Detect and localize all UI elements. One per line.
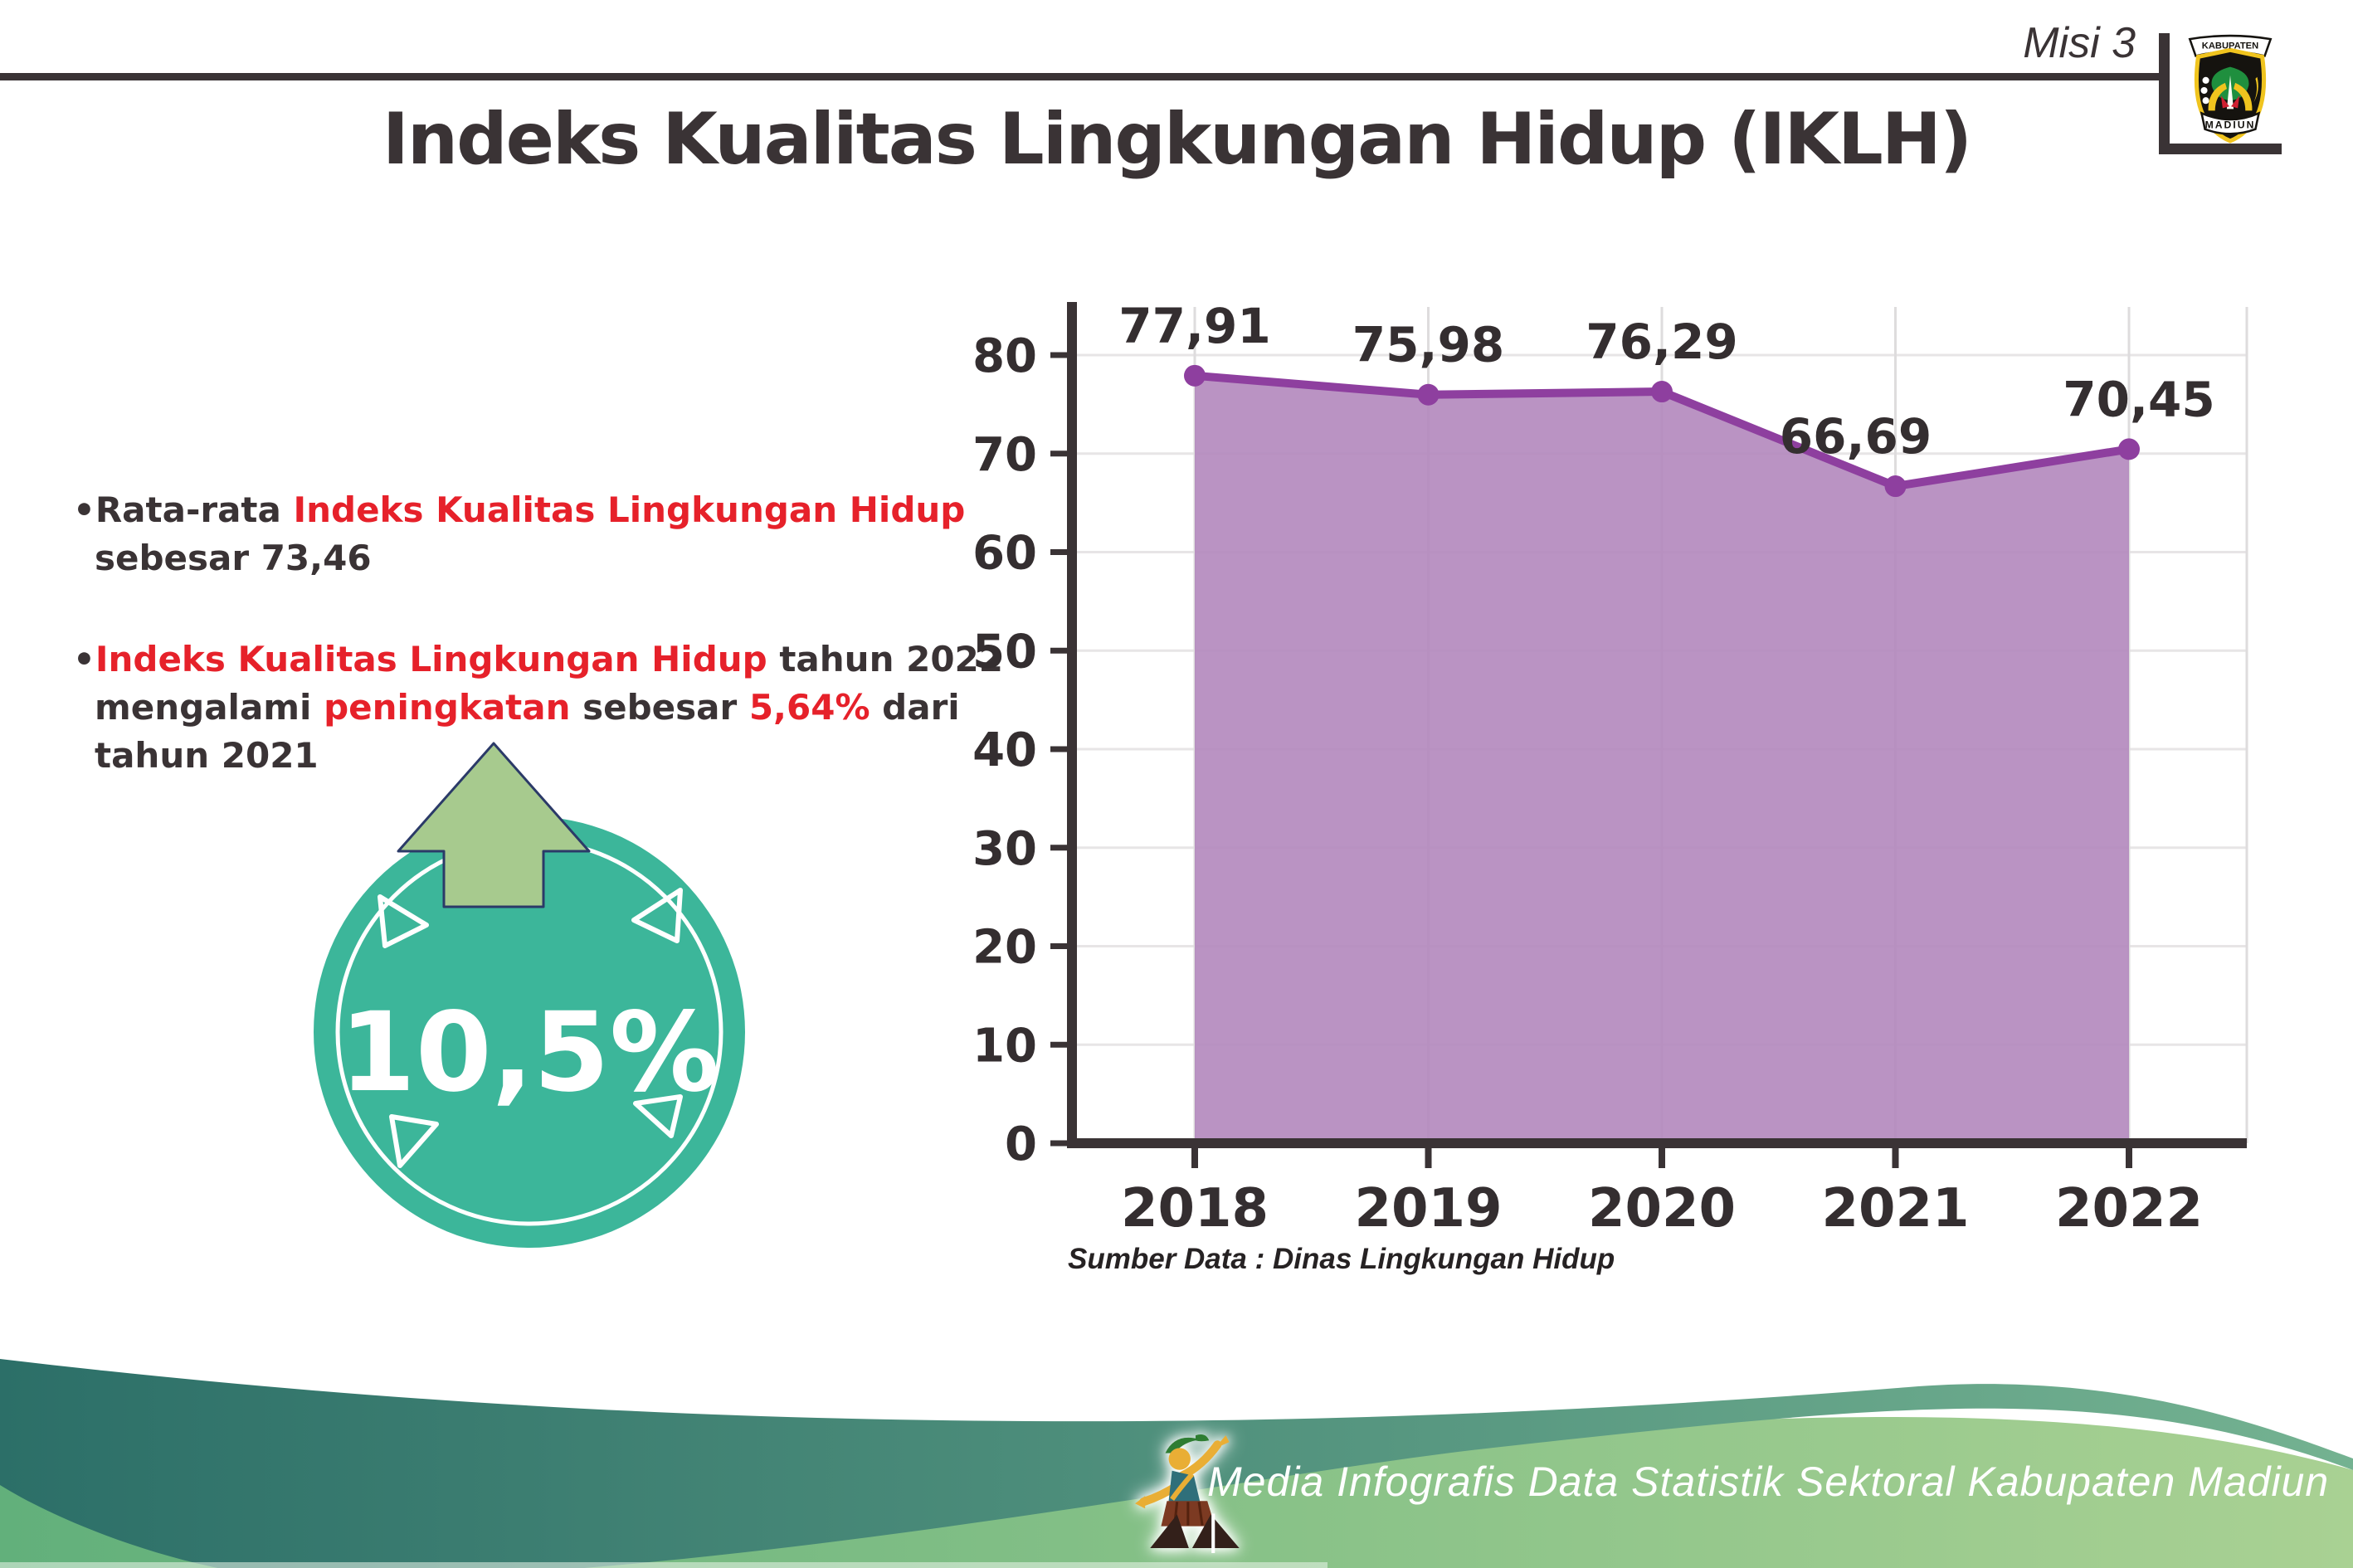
crest-wing-right bbox=[2234, 82, 2253, 111]
increase-badge: 10,5% bbox=[314, 742, 745, 1248]
y-tick-label: 20 bbox=[972, 921, 1037, 975]
crest-wing-left bbox=[2208, 82, 2227, 111]
x-tick-label: 2019 bbox=[1354, 1178, 1502, 1239]
text-segment: tahun 2022 mengalami bbox=[95, 638, 1003, 728]
data-label: 77,91 bbox=[1118, 298, 1270, 354]
y-tick-label: 50 bbox=[972, 625, 1037, 679]
y-tick-label: 10 bbox=[972, 1019, 1037, 1073]
footer-bottom-strip bbox=[0, 1562, 1328, 1568]
y-tick-label: 40 bbox=[972, 723, 1037, 777]
header-rule bbox=[0, 73, 2159, 80]
data-point bbox=[1184, 364, 1206, 387]
x-tick-label: 2020 bbox=[1588, 1178, 1736, 1239]
badge-value: 10,5% bbox=[339, 989, 719, 1117]
mascot-leg-right bbox=[1191, 1514, 1240, 1548]
x-tick-label: 2021 bbox=[1821, 1178, 1969, 1239]
data-label: 70,45 bbox=[2063, 371, 2214, 427]
text-segment: peningkatan bbox=[324, 686, 571, 728]
y-tick-label: 30 bbox=[972, 822, 1037, 876]
y-tick-label: 60 bbox=[972, 527, 1037, 581]
mascot-hand-side bbox=[1135, 1496, 1146, 1509]
crest-wheat bbox=[2253, 76, 2258, 103]
x-tick-label: 2022 bbox=[2055, 1178, 2203, 1239]
mascot-cap bbox=[1165, 1437, 1201, 1454]
kabupaten-madiun-crest-icon: KABUPATEN ★ MADIUN bbox=[2188, 34, 2273, 144]
crest-bottom-ribbon bbox=[2200, 111, 2261, 135]
crest-red-left bbox=[2220, 95, 2229, 109]
text-segment: Indeks Kualitas Lingkungan Hidup bbox=[95, 638, 767, 679]
misi-label: Misi 3 bbox=[2023, 19, 2136, 67]
crest-cotton bbox=[2200, 86, 2208, 95]
bullet-item-increase: •Indeks Kualitas Lingkungan Hidup tahun … bbox=[73, 635, 1027, 780]
footer-credit: Media Infografis Data Statistik Sektoral… bbox=[1207, 1458, 2330, 1553]
mascot-cap-leaf bbox=[1195, 1434, 1210, 1442]
crest-cotton bbox=[2202, 76, 2209, 84]
crest-red-right bbox=[2231, 95, 2240, 109]
crest-top-text: KABUPATEN bbox=[2202, 41, 2258, 51]
crest-monument bbox=[2226, 75, 2234, 110]
badge-triangle-se bbox=[633, 1094, 683, 1138]
bullet-list: •Rata-rata Indeks Kualitas Lingkungan Hi… bbox=[73, 486, 1027, 780]
data-point bbox=[1417, 383, 1440, 406]
badge-triangle-sw bbox=[389, 1114, 439, 1168]
mascot-hand-up bbox=[1214, 1435, 1230, 1449]
crest-bottom-text: MADIUN bbox=[2205, 119, 2256, 131]
y-tick-label: 0 bbox=[1005, 1118, 1037, 1171]
text-segment: •Rata-rata bbox=[73, 489, 294, 530]
up-arrow-icon bbox=[397, 742, 591, 908]
data-point bbox=[1651, 381, 1673, 403]
badge-triangle-ne bbox=[631, 888, 683, 943]
y-tick-label: 80 bbox=[972, 329, 1037, 383]
page-title: Indeks Kualitas Lingkungan Hidup (IKLH) bbox=[382, 98, 1972, 181]
y-tick-label: 70 bbox=[972, 428, 1037, 482]
iklh-area-chart: 0 10 20 30 40 50 60 70 80 2018 2019 2020 2021 2022 77,… bbox=[972, 298, 2248, 1239]
text-segment: dari tahun 2021 bbox=[95, 686, 960, 776]
data-label: 76,29 bbox=[1586, 314, 1737, 370]
text-segment: 5,64% bbox=[748, 686, 870, 728]
x-tick-label: 2018 bbox=[1121, 1178, 1269, 1239]
source-note: Sumber Data : Dinas Lingkungan Hidup bbox=[1068, 1243, 1615, 1275]
bullet-item-average: •Rata-rata Indeks Kualitas Lingkungan Hi… bbox=[73, 486, 1027, 582]
badge-triangle-nw bbox=[378, 894, 429, 948]
dancer-mascot-icon bbox=[1135, 1434, 1240, 1548]
data-point bbox=[2118, 438, 2140, 460]
logo-bracket-horizontal bbox=[2159, 144, 2282, 154]
text-segment: Indeks Kualitas Lingkungan Hidup bbox=[293, 489, 966, 530]
text-segment: sebesar 73,46 bbox=[95, 537, 372, 578]
mascot-leg-left bbox=[1150, 1514, 1189, 1548]
data-label: 75,98 bbox=[1352, 317, 1504, 373]
mascot-head bbox=[1168, 1448, 1191, 1470]
crest-cotton bbox=[2202, 97, 2209, 105]
text-segment: • bbox=[73, 638, 95, 679]
data-point bbox=[1884, 475, 1907, 498]
text-segment: sebesar bbox=[570, 686, 749, 728]
mascot-sash bbox=[1170, 1472, 1195, 1501]
logo-bracket-vertical bbox=[2159, 33, 2170, 154]
data-label: 66,69 bbox=[1780, 408, 1932, 465]
area-fill bbox=[1195, 375, 2129, 1144]
